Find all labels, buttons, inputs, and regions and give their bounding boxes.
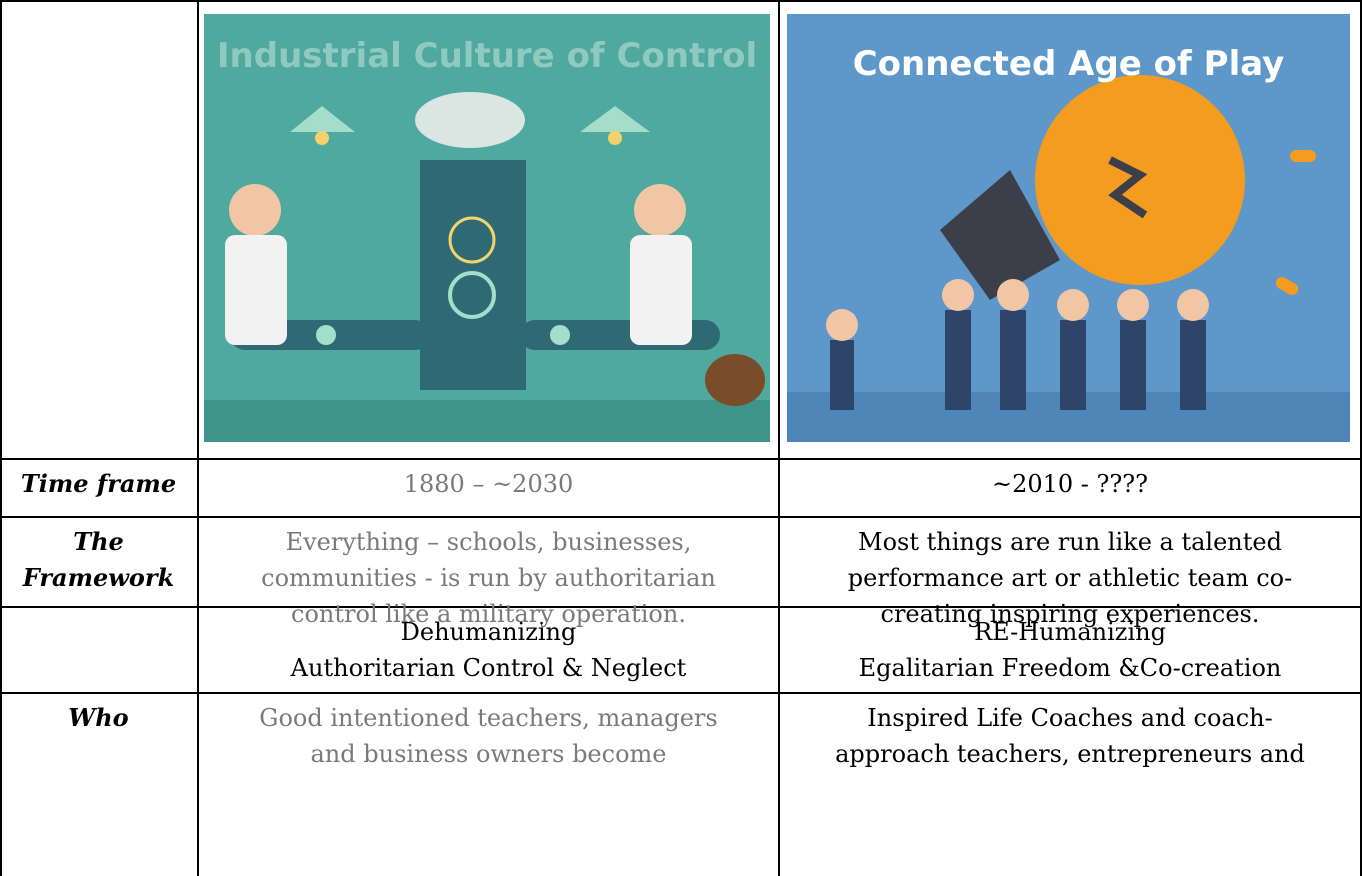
cell-line: Inspired Life Coaches and coach- xyxy=(867,704,1273,732)
border xyxy=(0,692,1362,694)
cell-line: Authoritarian Control & Neglect xyxy=(290,654,687,682)
cell-line: control like a military operation. xyxy=(291,600,686,628)
cell-line: Everything – schools, businesses, xyxy=(285,528,692,556)
border xyxy=(0,606,1362,608)
illustrations xyxy=(204,14,1350,442)
table-cell: RE-Humanizing Egalitarian Freedom &Co-cre… xyxy=(780,614,1360,686)
table-cell: 1880 – ~2030 xyxy=(199,466,778,502)
image-title: Connected Age of Play xyxy=(852,44,1285,84)
table-cell: Everything – schools, businesses, communi… xyxy=(199,524,778,632)
border xyxy=(0,0,1362,2)
cell-line: approach teachers, entrepreneurs and xyxy=(835,740,1305,768)
industrial-illustration xyxy=(204,14,770,442)
cell-line: communities - is run by authoritarian xyxy=(261,564,716,592)
cell-line: RE-Humanizing xyxy=(974,618,1166,646)
connected-illustration xyxy=(787,14,1350,442)
cell-line: creating inspiring experiences. xyxy=(880,600,1260,628)
cell-line: Framework xyxy=(22,563,175,592)
border xyxy=(0,0,2,876)
cell-line: 1880 – ~2030 xyxy=(403,470,574,498)
border xyxy=(197,0,199,876)
table-cell: Good intentioned teachers, managers and b… xyxy=(199,700,778,772)
table-cell: Most things are run like a talented perfo… xyxy=(780,524,1360,632)
border xyxy=(0,458,1362,460)
cell-line: Good intentioned teachers, managers xyxy=(259,704,718,732)
cell-line: Dehumanizing xyxy=(400,618,577,646)
cell-line: ~2010 - ???? xyxy=(991,470,1149,498)
row-label: The Framework xyxy=(0,524,197,596)
table-cell: ~2010 - ???? xyxy=(780,466,1360,502)
border xyxy=(778,0,780,876)
cell-line: and business owners become xyxy=(310,740,667,768)
table-cell: Dehumanizing Authoritarian Control & Negl… xyxy=(199,614,778,686)
cell-line: The xyxy=(73,527,124,556)
cell-line: Who xyxy=(68,703,129,732)
image-title: Industrial Culture of Control xyxy=(216,36,758,76)
row-label: Who xyxy=(0,700,197,736)
cell-line: Most things are run like a talented xyxy=(858,528,1282,556)
cell-line: Egalitarian Freedom &Co-creation xyxy=(858,654,1282,682)
border xyxy=(0,516,1362,518)
table-cell: Inspired Life Coaches and coach-approach… xyxy=(780,700,1360,772)
cell-line: performance art or athletic team co- xyxy=(847,564,1293,592)
cell-line: Time frame xyxy=(20,469,177,498)
border xyxy=(1360,0,1362,876)
row-label: Time frame xyxy=(0,466,197,502)
